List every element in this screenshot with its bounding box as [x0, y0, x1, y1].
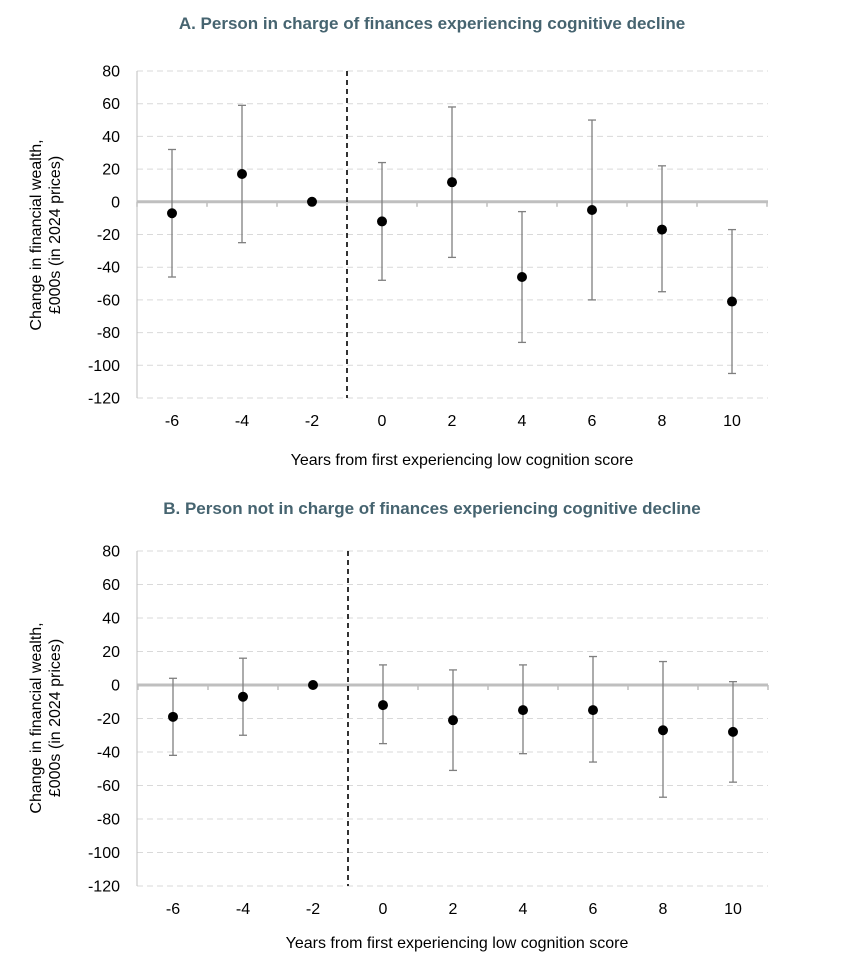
panel-a-x-tick-label: 2 — [448, 413, 457, 430]
panel-b-data-point — [448, 715, 458, 726]
panel-b-y-tick-label: -60 — [97, 778, 120, 795]
panel-b-y-tick-label: 20 — [102, 644, 120, 661]
panel-b-x-tick-label: -6 — [166, 901, 180, 918]
panel-b-x-tick-label: -4 — [236, 901, 250, 918]
panel-b-y-tick-label: -100 — [88, 845, 120, 862]
panel-b-x-tick-label: 2 — [449, 901, 458, 918]
panel-b-x-tick-label: 10 — [724, 901, 742, 918]
panel-a-y-tick-label: -40 — [97, 260, 120, 277]
panel-a-y-tick-label: 40 — [102, 129, 120, 146]
panel-b-y-tick-label: 80 — [102, 544, 120, 561]
panel-b-x-tick-label: 6 — [589, 901, 598, 918]
panel-b-x-tick-label: 0 — [379, 901, 388, 918]
panel-b-x-tick-label: -2 — [306, 901, 320, 918]
panel-a-x-tick-label: 8 — [658, 413, 667, 430]
panel-a-x-tick-label: 4 — [518, 413, 527, 430]
panel-b-data-point — [168, 711, 178, 722]
panel-a-x-tick-label: -2 — [305, 413, 319, 430]
panel-b-y-axis-label-line: Change in financial wealth, — [28, 622, 45, 813]
panel-b-data-point — [238, 691, 248, 702]
panel-a-x-tick-label: 10 — [723, 413, 741, 430]
panel-b-x-tick-label: 4 — [519, 901, 528, 918]
panel-a-x-tick-label: -4 — [235, 413, 249, 430]
panel-b-y-tick-label: 0 — [111, 678, 120, 695]
panel-a-y-axis-label-line: £000s (in 2024 prices) — [47, 156, 64, 314]
panel-b-y-tick-label: -80 — [97, 812, 120, 829]
panel-b-x-tick-label: 8 — [659, 901, 668, 918]
panel-b-data-point — [728, 726, 738, 737]
panel-b-data-point — [588, 705, 598, 716]
panel-a-y-tick-label: -120 — [88, 391, 120, 408]
panel-a-data-point — [167, 208, 177, 219]
panel-b-title: B. Person not in charge of finances expe… — [163, 499, 701, 518]
panel-a-y-tick-label: -60 — [97, 292, 120, 309]
panel-a-data-point — [377, 216, 387, 227]
panel-b-y-tick-label: -120 — [88, 879, 120, 896]
panel-b-y-tick-label: 40 — [102, 611, 120, 628]
panel-b-x-axis-label: Years from first experiencing low cognit… — [286, 935, 629, 952]
panel-a-y-tick-label: -100 — [88, 358, 120, 375]
panel-b-data-point — [308, 680, 318, 690]
panel-a-y-axis-label-line: Change in financial wealth, — [28, 139, 45, 330]
panel-b-data-point — [518, 705, 528, 716]
panel-b-data-point — [658, 725, 668, 736]
panel-a-data-point — [517, 272, 527, 283]
panel-a-x-axis-label: Years from first experiencing low cognit… — [291, 452, 634, 469]
panel-a-title: A. Person in charge of finances experien… — [179, 14, 685, 33]
panel-b-y-tick-label: -40 — [97, 745, 120, 762]
panel-a-data-point — [657, 224, 667, 235]
panel-a-data-point — [727, 296, 737, 307]
panel-a-data-point — [587, 204, 597, 215]
panel-a-x-tick-label: 0 — [378, 413, 387, 430]
panel-a-x-tick-label: -6 — [165, 413, 179, 430]
panel-a-data-point — [307, 196, 317, 207]
panel-a-y-tick-label: 0 — [111, 194, 120, 211]
panel-a-y-tick-label: -80 — [97, 325, 120, 342]
panel-a-y-axis-label: Change in financial wealth, £000s (in 202… — [28, 139, 64, 330]
panel-a-y-tick-label: 80 — [102, 64, 120, 81]
panel-b-y-axis-label: Change in financial wealth, £000s (in 202… — [28, 622, 64, 813]
panel-a-x-tick-label: 6 — [588, 413, 597, 430]
panel-a-data-point — [447, 177, 457, 188]
panel-b-y-tick-label: 60 — [102, 577, 120, 594]
panel-a-y-tick-label: 20 — [102, 162, 120, 179]
panel-b-y-axis-label-line: £000s (in 2024 prices) — [47, 639, 64, 797]
panel-b-data-point — [378, 700, 388, 711]
panel-a-y-tick-label: 60 — [102, 96, 120, 113]
panel-a-y-tick-label: -20 — [97, 227, 120, 244]
panel-b-y-tick-label: -20 — [97, 711, 120, 728]
panel-a-data-point — [237, 169, 247, 180]
